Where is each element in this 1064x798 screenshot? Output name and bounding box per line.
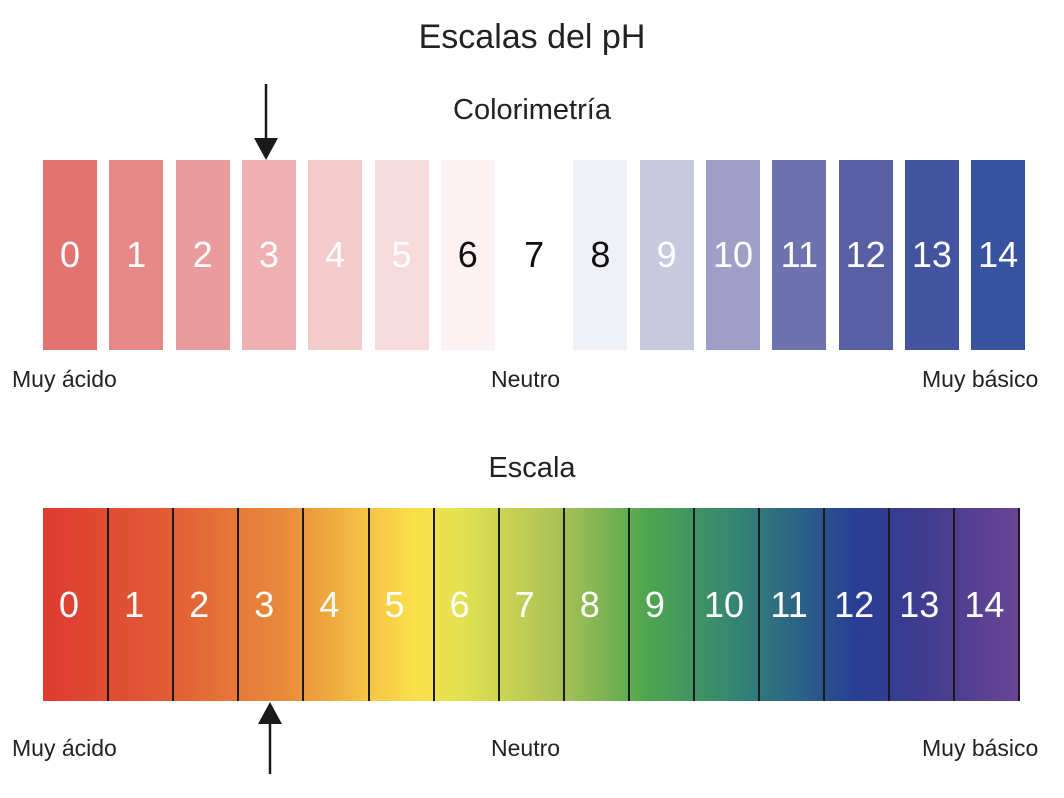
- scale-caption-basic: Muy básico: [922, 735, 1039, 761]
- ph-gradient-scale: 0 1 2 3 4 5 6 7 8 9 10 11 12 13 14: [43, 508, 1020, 701]
- scale-value-label: 12: [834, 584, 875, 625]
- scale-divider: [888, 508, 891, 701]
- colorimetry-swatch-3: [241, 160, 296, 350]
- colorimetry-swatch-7: [507, 160, 562, 350]
- scale-value-label: 14: [964, 584, 1005, 625]
- scale-value-label: 11: [770, 584, 808, 625]
- colorimetry-value-label: 4: [325, 234, 346, 275]
- scale-divider: [693, 508, 695, 701]
- colorimetry-swatch-5: [374, 160, 429, 350]
- colorimetry-caption-neutral: Neutro: [491, 366, 561, 392]
- colorimetry-value-label: 10: [712, 234, 754, 275]
- colorimetry-caption-acid: Muy ácido: [12, 366, 117, 392]
- scale-divider: [107, 508, 110, 701]
- colorimetry-heading: Colorimetría: [453, 94, 611, 126]
- colorimetry-swatch-11: [772, 160, 827, 350]
- scale-value-label: 5: [384, 584, 405, 625]
- colorimetry-value-label: 7: [524, 234, 545, 275]
- scale-divider: [432, 508, 435, 701]
- scale-divider: [172, 508, 175, 701]
- scale-divider: [1018, 508, 1020, 701]
- colorimetry-swatch-14: [971, 160, 1026, 350]
- scale-divider: [562, 508, 565, 701]
- colorimetry-value-label: 3: [258, 234, 279, 275]
- scale-value-label: 3: [254, 584, 275, 625]
- colorimetry-swatch-9: [639, 160, 694, 350]
- scale-value-label: 7: [514, 584, 535, 625]
- scale-indicator-arrow-icon: [258, 702, 282, 774]
- scale-heading: Escala: [488, 452, 576, 484]
- scale-divider: [823, 508, 826, 701]
- scale-value-label: 1: [124, 584, 145, 625]
- colorimetry-value-label: 8: [590, 234, 611, 275]
- colorimetry-value-label: 12: [845, 234, 886, 275]
- scale-value-label: 6: [449, 584, 470, 625]
- scale-value-label: 4: [319, 584, 340, 625]
- scale-divider: [627, 508, 630, 701]
- colorimetry-value-label: 2: [192, 234, 213, 275]
- scale-divider: [367, 508, 370, 701]
- colorimetry-value-label: 14: [978, 234, 1019, 275]
- scale-caption-acid: Muy ácido: [12, 735, 117, 761]
- scale-value-label: 8: [579, 584, 600, 625]
- colorimetry-swatch-12: [838, 160, 893, 350]
- scale-value-label: 13: [899, 584, 940, 625]
- colorimetry-value-label: 5: [391, 234, 412, 275]
- colorimetry-swatch-1: [109, 160, 164, 350]
- colorimetry-swatch-13: [904, 160, 959, 350]
- scale-value-label: 0: [58, 584, 80, 625]
- colorimetry-indicator-arrow-icon: [254, 84, 278, 160]
- scale-value-label: 2: [189, 584, 210, 625]
- scale-divider: [237, 508, 240, 701]
- colorimetry-value-label: 6: [457, 234, 478, 275]
- colorimetry-value-label: 13: [911, 234, 952, 275]
- colorimetry-swatch-4: [308, 160, 363, 350]
- scale-divider: [758, 508, 761, 701]
- colorimetry-value-label: 9: [656, 234, 677, 275]
- colorimetry-value-label: 1: [126, 234, 147, 275]
- colorimetry-value-label: 11: [780, 234, 818, 275]
- scale-divider: [953, 508, 956, 701]
- colorimetry-swatch-6: [440, 160, 495, 350]
- scale-value-label: 9: [644, 584, 665, 625]
- colorimetry-swatch-2: [175, 160, 230, 350]
- scale-divider: [497, 508, 500, 701]
- colorimetry-value-label: 0: [59, 234, 81, 275]
- colorimetry-caption-basic: Muy básico: [922, 366, 1039, 392]
- colorimetry-scale: 0 1 2 3 4 5 6 7 8 9 10 11 12 13 14: [43, 160, 1027, 350]
- scale-divider: [302, 508, 305, 701]
- colorimetry-swatch-8: [573, 160, 628, 350]
- scale-caption-neutral: Neutro: [491, 735, 561, 761]
- colorimetry-swatch-0: [43, 160, 97, 350]
- colorimetry-swatch-10: [706, 160, 760, 350]
- page-title: Escalas del pH: [418, 18, 646, 56]
- scale-value-label: 10: [703, 584, 745, 625]
